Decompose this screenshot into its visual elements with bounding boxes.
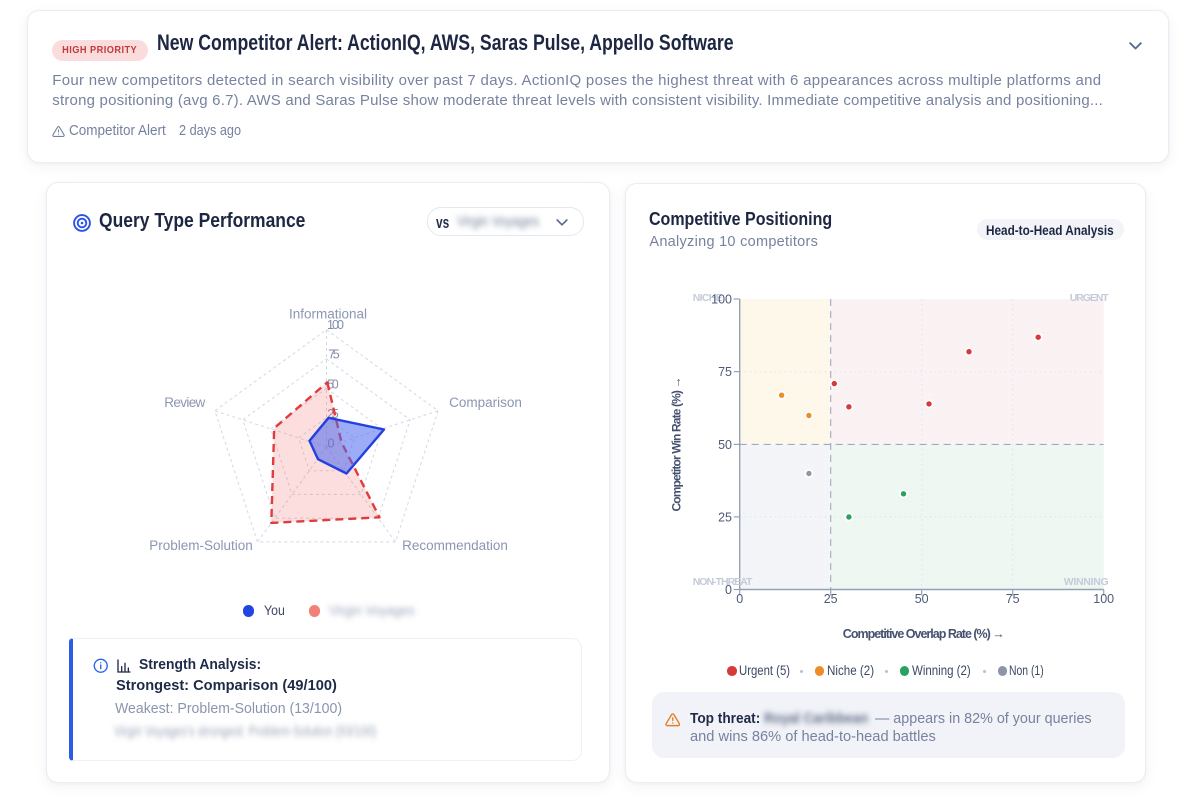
svg-text:NON-THREAT: NON-THREAT: [693, 576, 753, 588]
svg-text:WINNING: WINNING: [1064, 576, 1109, 588]
svg-text:Recommendation: Recommendation: [402, 538, 508, 553]
svg-text:Comparison: Comparison: [449, 395, 522, 410]
svg-text:25: 25: [824, 592, 838, 606]
svg-text:50: 50: [915, 592, 929, 606]
svg-text:75: 75: [328, 348, 340, 362]
svg-text:50: 50: [718, 438, 732, 452]
svg-text:Informational: Informational: [289, 307, 367, 322]
svg-text:100: 100: [1093, 592, 1114, 606]
svg-text:25: 25: [327, 407, 339, 421]
svg-text:Competitive Overlap Rate (%) →: Competitive Overlap Rate (%) →: [843, 627, 1005, 641]
svg-text:URGENT: URGENT: [1070, 292, 1110, 304]
svg-text:25: 25: [718, 510, 732, 524]
svg-text:0: 0: [736, 592, 743, 606]
svg-text:0: 0: [725, 583, 732, 597]
svg-text:Problem-Solution: Problem-Solution: [149, 538, 253, 553]
svg-text:Review: Review: [164, 395, 205, 410]
svg-text:75: 75: [1006, 592, 1020, 606]
svg-text:100: 100: [327, 318, 344, 332]
svg-text:NICHE: NICHE: [693, 292, 723, 304]
svg-text:50: 50: [327, 377, 339, 391]
svg-text:100: 100: [711, 293, 732, 307]
svg-text:75: 75: [718, 365, 732, 379]
svg-text:Competitor Win Rate (%) →: Competitor Win Rate (%) →: [670, 377, 684, 512]
